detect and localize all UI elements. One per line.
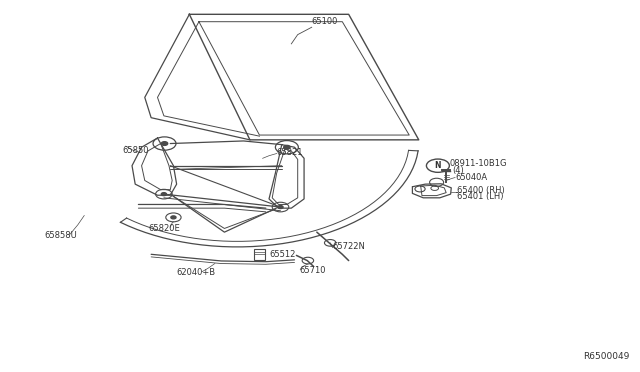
Text: 65722N: 65722N	[333, 243, 365, 251]
Text: 65040A: 65040A	[455, 173, 487, 182]
Text: N: N	[435, 161, 441, 170]
Text: 65512: 65512	[269, 250, 296, 259]
Text: 65100: 65100	[312, 17, 338, 26]
Text: 65400 (RH): 65400 (RH)	[457, 186, 505, 195]
Bar	[254, 249, 264, 260]
Circle shape	[161, 142, 168, 145]
Text: 08911-10B1G: 08911-10B1G	[449, 159, 507, 169]
Text: 65710: 65710	[300, 266, 326, 275]
Circle shape	[171, 216, 176, 219]
Text: 65820E: 65820E	[148, 224, 180, 233]
Text: 65850: 65850	[122, 147, 149, 155]
Text: 62040+B: 62040+B	[177, 268, 216, 277]
Text: 65858U: 65858U	[45, 231, 77, 240]
Text: (4): (4)	[452, 166, 463, 174]
Circle shape	[161, 193, 166, 196]
Text: 65401 (LH): 65401 (LH)	[457, 192, 504, 201]
Text: R6500049: R6500049	[582, 352, 629, 361]
Circle shape	[284, 145, 290, 149]
Text: 65821: 65821	[276, 148, 303, 157]
Circle shape	[278, 206, 283, 209]
